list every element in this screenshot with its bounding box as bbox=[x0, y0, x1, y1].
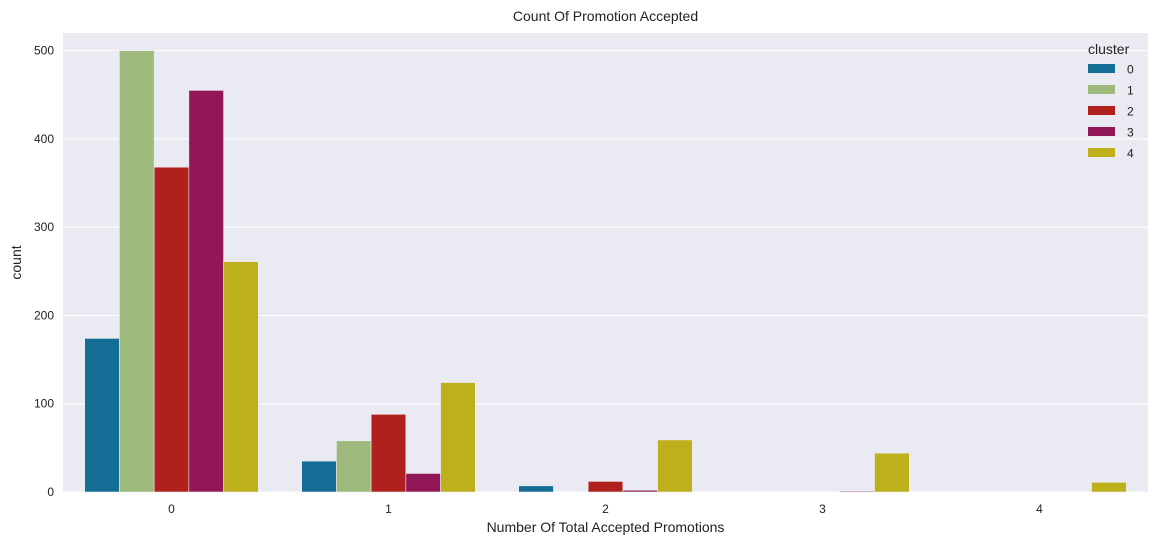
legend-swatch-4 bbox=[1088, 148, 1115, 157]
legend-label-1: 1 bbox=[1127, 84, 1134, 98]
x-tick-label: 1 bbox=[385, 502, 392, 516]
bar-cat-2-cluster-3 bbox=[622, 489, 658, 493]
bar-cat-0-cluster-2 bbox=[153, 166, 190, 493]
bar-cat-3-cluster-4 bbox=[874, 452, 910, 493]
legend-title: cluster bbox=[1088, 41, 1130, 57]
bar-cat-1-cluster-0 bbox=[301, 460, 337, 493]
legend: cluster 0 1 2 3 4 bbox=[1088, 41, 1134, 161]
bar-cat-2-cluster-4 bbox=[657, 439, 693, 493]
y-tick-label: 300 bbox=[34, 220, 54, 234]
bar-cat-2-cluster-0 bbox=[518, 485, 554, 493]
bar-cat-1-cluster-2 bbox=[370, 414, 407, 493]
bar-cat-0-cluster-1 bbox=[119, 50, 155, 493]
legend-label-3: 3 bbox=[1127, 126, 1134, 140]
x-tick-labels: 0 1 2 3 4 bbox=[168, 502, 1043, 516]
bar-cat-0-cluster-4 bbox=[223, 261, 259, 493]
legend-swatch-2 bbox=[1088, 106, 1115, 115]
chart-title: Count Of Promotion Accepted bbox=[513, 8, 698, 24]
legend-label-0: 0 bbox=[1127, 63, 1134, 77]
y-axis-label: count bbox=[8, 245, 24, 279]
bars bbox=[84, 50, 1127, 493]
bar-cat-3-cluster-3 bbox=[839, 490, 875, 493]
bar-cat-4-cluster-4 bbox=[1091, 481, 1127, 493]
x-tick-label: 4 bbox=[1036, 502, 1043, 516]
bar-cat-0-cluster-0 bbox=[84, 338, 120, 493]
y-tick-label: 200 bbox=[34, 308, 54, 322]
bar-cat-2-cluster-2 bbox=[587, 481, 624, 493]
bar-cat-1-cluster-3 bbox=[405, 473, 441, 493]
legend-label-2: 2 bbox=[1127, 105, 1134, 119]
x-axis-label: Number Of Total Accepted Promotions bbox=[487, 519, 725, 535]
legend-swatch-0 bbox=[1088, 64, 1115, 73]
y-tick-label: 100 bbox=[34, 397, 54, 411]
x-tick-label: 0 bbox=[168, 502, 175, 516]
y-tick-label: 500 bbox=[34, 44, 54, 58]
legend-label-4: 4 bbox=[1127, 147, 1134, 161]
y-tick-label: 0 bbox=[47, 485, 54, 499]
bar-cat-0-cluster-3 bbox=[188, 90, 224, 493]
legend-swatch-1 bbox=[1088, 85, 1115, 94]
bar-cat-1-cluster-1 bbox=[336, 440, 372, 493]
x-tick-label: 3 bbox=[819, 502, 826, 516]
x-tick-label: 2 bbox=[602, 502, 609, 516]
y-tick-label: 400 bbox=[34, 132, 54, 146]
legend-swatch-3 bbox=[1088, 127, 1115, 136]
bar-cat-1-cluster-4 bbox=[440, 382, 476, 493]
y-tick-labels: 0 100 200 300 400 500 bbox=[34, 44, 54, 499]
